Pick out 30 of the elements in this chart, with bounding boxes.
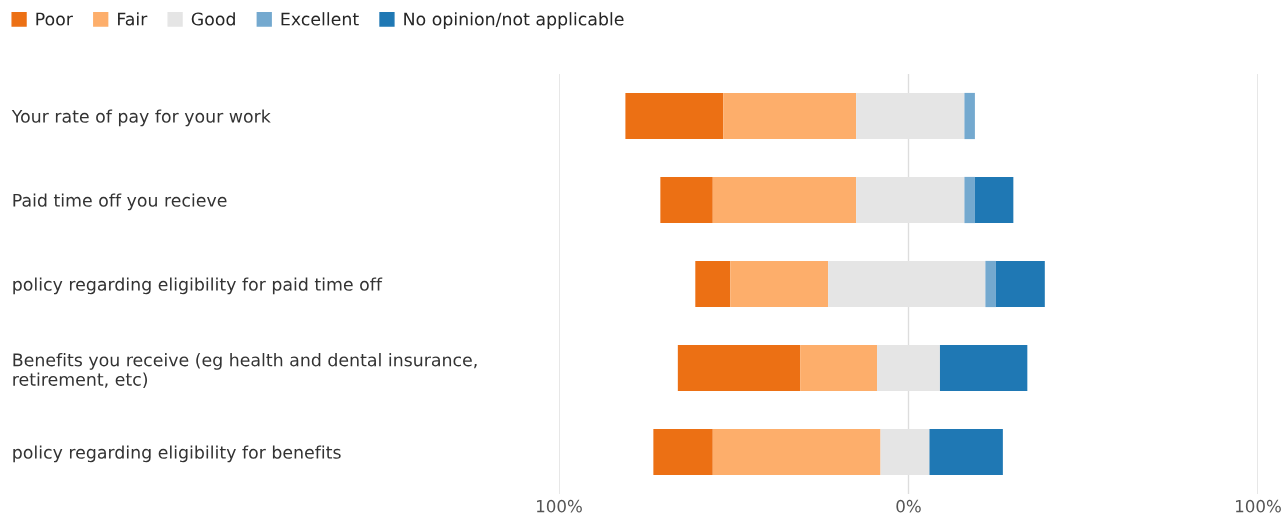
bar — [929, 428, 1003, 476]
bar — [964, 92, 975, 140]
bar — [695, 260, 731, 308]
y-tick-label: policy regarding eligibility for benefits — [13, 445, 341, 463]
y-tick-label: policy regarding eligibility for paid time off — [13, 277, 383, 295]
y-tick-label: Your rate of pay for your work — [11, 109, 271, 127]
bar — [800, 344, 878, 392]
bar — [712, 176, 857, 224]
bar — [625, 92, 724, 140]
x-tick-label: 0% — [896, 499, 921, 513]
legend-label: No opinion/not applicable — [404, 12, 624, 29]
legend-label: Fair — [118, 12, 148, 26]
legend-label: Poor — [36, 12, 73, 26]
bar — [985, 260, 996, 308]
legend-label: Good — [191, 12, 235, 26]
bar — [974, 176, 1014, 224]
bar — [712, 428, 881, 476]
legend-label: Excellent — [281, 12, 359, 26]
bar — [653, 428, 713, 476]
x-tick-label: 100% — [537, 499, 582, 513]
bar — [995, 260, 1045, 308]
bar — [723, 92, 857, 140]
y-tick-label: Benefits you receive (eg health and dental insurance, retirement, etc) — [13, 353, 477, 388]
bar — [677, 344, 801, 392]
bar — [964, 176, 975, 224]
bar — [660, 176, 713, 224]
y-tick-label: Paid time off you recieve — [13, 193, 227, 211]
bar — [730, 260, 829, 308]
x-tick-label: 100% — [1236, 499, 1281, 513]
bar — [939, 344, 1028, 392]
